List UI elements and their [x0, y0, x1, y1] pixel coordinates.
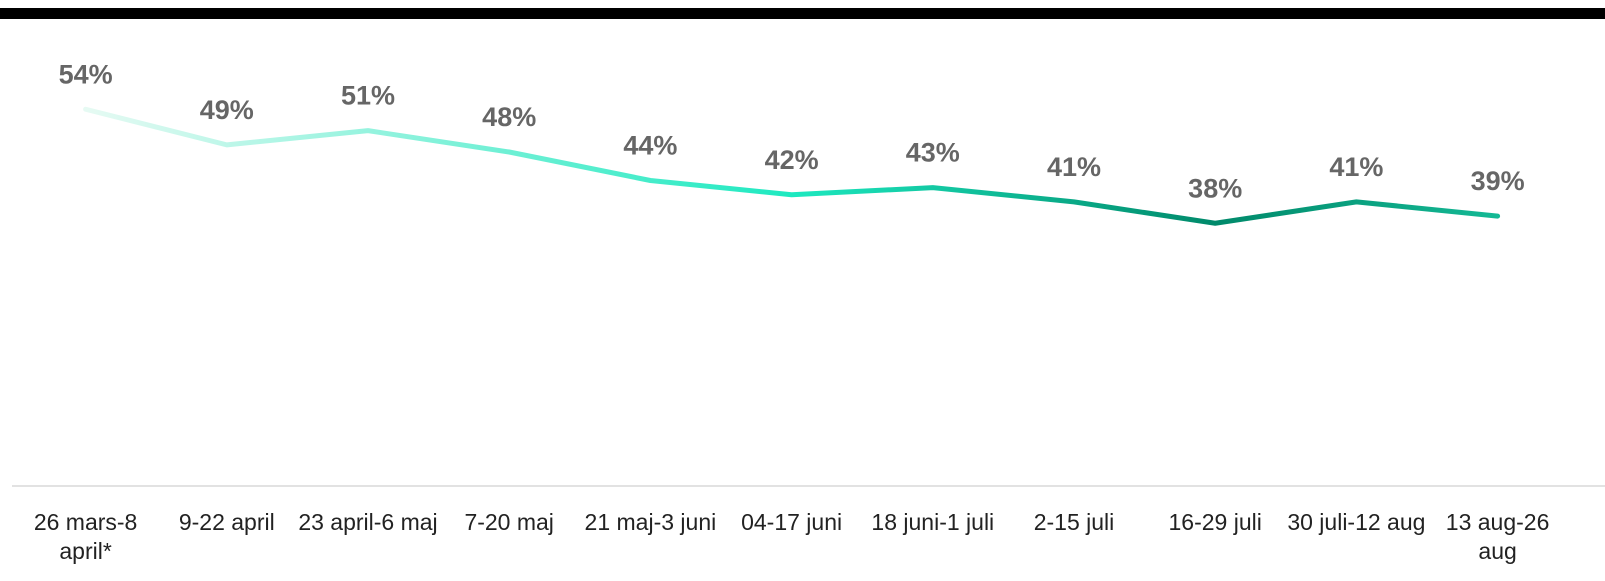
data-label: 44%: [623, 131, 677, 161]
data-label: 43%: [906, 138, 960, 168]
x-tick-label: 30 juli-12 aug: [1287, 509, 1426, 535]
x-tick-label: 26 mars-8 april*: [33, 509, 138, 564]
x-tick-label: 04-17 juni: [741, 509, 843, 535]
data-label: 48%: [482, 102, 536, 132]
data-label: 39%: [1471, 166, 1525, 196]
x-tick-label: 2-15 juli: [1033, 509, 1115, 535]
data-label: 54%: [59, 59, 113, 89]
x-tick-label: 18 juni-1 juli: [871, 509, 995, 535]
data-label: 42%: [765, 145, 819, 175]
data-label: 51%: [341, 81, 395, 111]
x-tick-label: 21 maj-3 juni: [584, 509, 717, 535]
x-tick-label: 9-22 april: [178, 509, 275, 535]
x-tick-label: 13 aug-26 aug: [1445, 509, 1550, 564]
x-tick-label: 7-20 maj: [464, 509, 554, 535]
x-tick-label: 23 april-6 maj: [298, 509, 438, 535]
top-bar: [0, 8, 1605, 19]
data-label: 38%: [1188, 173, 1242, 203]
line: [83, 106, 1501, 226]
data-label: 41%: [1329, 152, 1383, 182]
data-label: 49%: [200, 95, 254, 125]
data-label: 41%: [1047, 152, 1101, 182]
x-tick-label: 16-29 juli: [1168, 509, 1262, 535]
